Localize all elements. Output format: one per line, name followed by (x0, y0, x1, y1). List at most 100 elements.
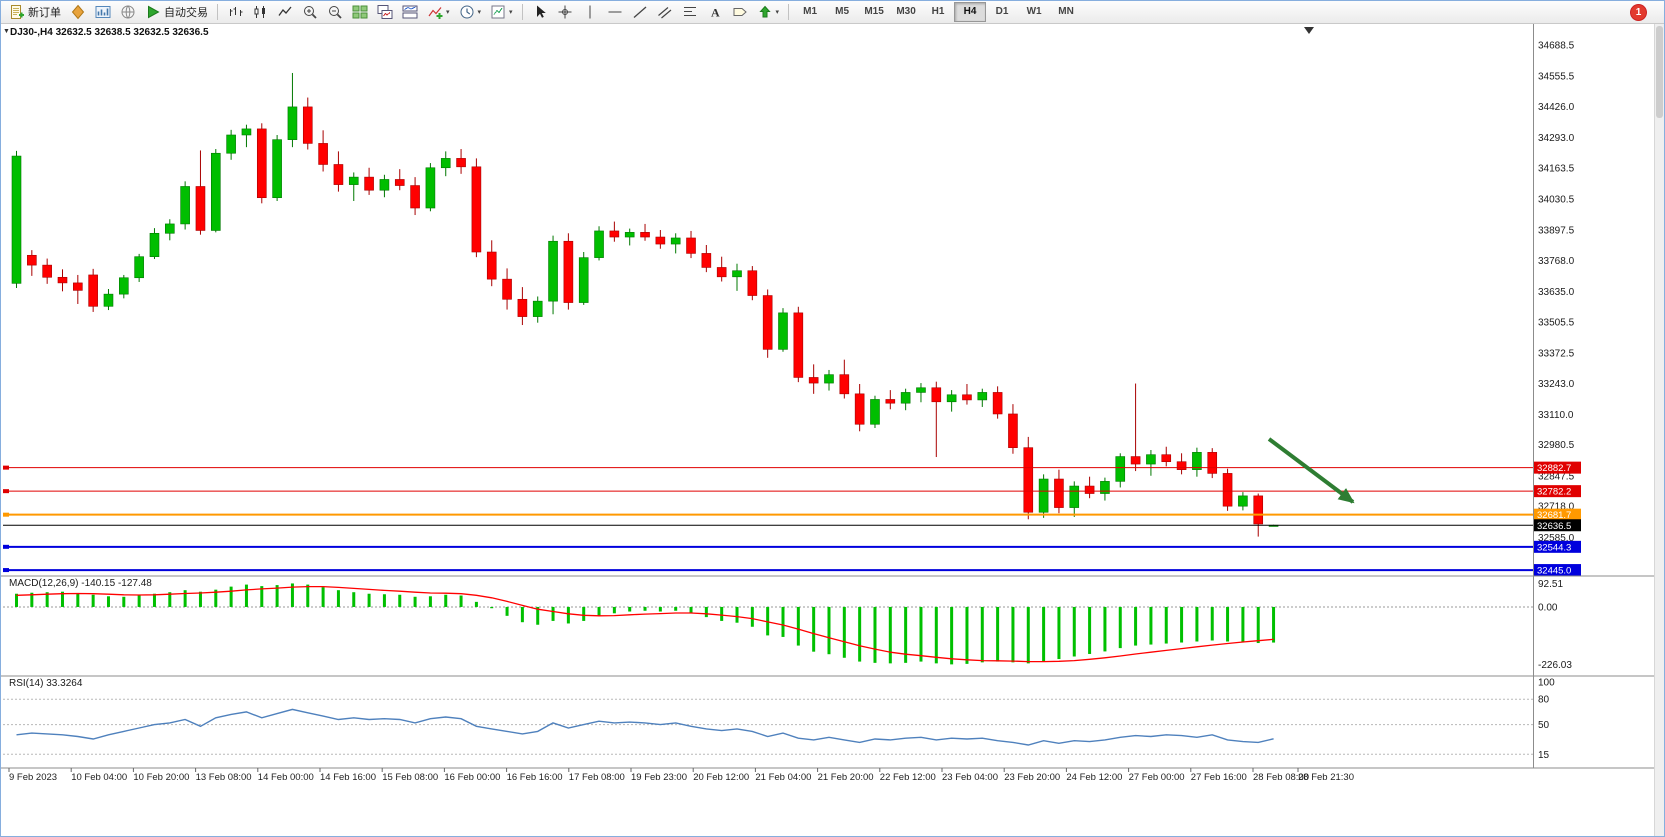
candlestick-chart-icon (254, 6, 265, 18)
scrollbar-thumb[interactable] (1656, 26, 1663, 118)
price-axis: 34688.5 34555.5 34426.0 34293.0 34163.5 34030… (1538, 41, 1575, 544)
channel-icon (657, 7, 671, 19)
svg-text:-226.03: -226.03 (1538, 660, 1572, 671)
chart-profile-button[interactable] (91, 2, 115, 23)
periods-button[interactable]: ▾ (455, 2, 486, 23)
arrows-button[interactable]: ▾ (753, 2, 784, 23)
community-icon (121, 5, 135, 19)
fibonacci-icon (683, 7, 696, 16)
candlestick-series (11, 72, 1279, 537)
chart-title: DJ30-,H4 32632.5 32638.5 32632.5 32636.5 (10, 27, 209, 38)
svg-text:14 Feb 00:00: 14 Feb 00:00 (258, 772, 314, 783)
macd-main-value: -140.15 (81, 578, 116, 589)
indicators-icon (428, 7, 443, 19)
svg-text:20 Feb 12:00: 20 Feb 12:00 (693, 772, 749, 783)
tile-windows-button[interactable] (348, 2, 372, 23)
svg-text:33505.5: 33505.5 (1538, 317, 1575, 328)
chevron-down-icon: ▾ (446, 9, 450, 16)
arrange-windows-button[interactable] (398, 2, 422, 23)
line-chart-button[interactable] (273, 2, 297, 23)
svg-text:33635.0: 33635.0 (1538, 287, 1575, 298)
chevron-down-icon: ▾ (477, 9, 482, 16)
timeframe-group: M1 M5 M15 M30 H1 H4 D1 W1 MN (794, 2, 1082, 22)
zoom-out-button[interactable] (323, 2, 347, 23)
toolbar-separator (788, 4, 790, 20)
mql-market-icon (71, 4, 85, 20)
time-axis: 9 Feb 2023 10 Feb 04:00 10 Feb 20:00 13 Feb… (8, 768, 1354, 783)
svg-text:15: 15 (1538, 750, 1550, 761)
bar-chart-button[interactable] (223, 2, 247, 23)
timeframe-mn-button[interactable]: MN (1058, 6, 1074, 17)
svg-text:32544.3: 32544.3 (1537, 542, 1571, 553)
chart-shift-marker[interactable] (1304, 27, 1314, 34)
timeframe-m30-button[interactable]: M30 (896, 6, 916, 17)
vertical-scrollbar[interactable] (1654, 24, 1664, 836)
chart-profile-icon (95, 6, 111, 18)
svg-text:15 Feb 08:00: 15 Feb 08:00 (382, 772, 438, 783)
svg-text:34426.0: 34426.0 (1538, 102, 1575, 113)
svg-text:80: 80 (1538, 695, 1550, 706)
timeframe-h1-button[interactable]: H1 (931, 6, 945, 17)
mql-market-button[interactable] (66, 2, 90, 23)
svg-text:27 Feb 00:00: 27 Feb 00:00 (1129, 772, 1185, 783)
notification-badge[interactable]: 1 (1631, 4, 1646, 20)
panel-separators (1, 24, 1657, 769)
svg-text:32681.7: 32681.7 (1537, 510, 1571, 521)
svg-text:21 Feb 04:00: 21 Feb 04:00 (755, 772, 811, 783)
svg-text:23 Feb 04:00: 23 Feb 04:00 (942, 772, 998, 783)
svg-text:33243.0: 33243.0 (1538, 379, 1575, 390)
svg-text:0.00: 0.00 (1538, 602, 1558, 613)
community-button[interactable] (116, 2, 140, 23)
timeframe-w1-button[interactable]: W1 (1026, 6, 1042, 17)
timeframe-m1-button[interactable]: M1 (803, 6, 818, 17)
svg-text:32847.5: 32847.5 (1538, 471, 1575, 482)
channel-button[interactable] (653, 2, 677, 23)
svg-text:16 Feb 00:00: 16 Feb 00:00 (444, 772, 500, 783)
trend-arrow-annotation[interactable] (1267, 437, 1355, 504)
templates-button[interactable]: ▾ (486, 2, 517, 23)
macd-signal-value: -127.48 (117, 578, 152, 589)
horizontal-line-button[interactable] (603, 2, 627, 23)
cascade-windows-button[interactable] (373, 2, 397, 23)
autotrade-play-icon (148, 5, 160, 19)
arrange-windows-icon (402, 5, 418, 19)
chevron-down-icon: ▾ (775, 9, 780, 16)
label-button[interactable] (728, 2, 752, 23)
timeframe-m5-button[interactable]: M5 (835, 6, 850, 17)
timeframe-h4-button[interactable]: H4 (954, 2, 987, 22)
svg-text:28 Feb 21:30: 28 Feb 21:30 (1298, 772, 1354, 783)
rsi-panel: 100 80 50 15 (3, 678, 1555, 761)
zoom-in-button[interactable] (298, 2, 322, 23)
candlestick-chart-button[interactable] (248, 2, 272, 23)
svg-text:32882.7: 32882.7 (1537, 463, 1571, 474)
arrows-icon (758, 5, 771, 18)
horizontal-line-icon (608, 11, 622, 13)
fibonacci-button[interactable] (678, 2, 702, 23)
svg-text:13 Feb 08:00: 13 Feb 08:00 (196, 772, 252, 783)
collapse-icon[interactable]: ▼ (3, 28, 10, 35)
svg-text:A: A (711, 6, 720, 20)
vertical-line-button[interactable] (578, 2, 602, 23)
trendline-button[interactable] (628, 2, 652, 23)
svg-text:16 Feb 16:00: 16 Feb 16:00 (507, 772, 563, 783)
timeframe-m15-button[interactable]: M15 (864, 6, 884, 17)
macd-indicator-label: MACD(12,26,9) -140.15 -127.48 (9, 578, 152, 589)
svg-text:17 Feb 08:00: 17 Feb 08:00 (569, 772, 625, 783)
svg-text:10 Feb 20:00: 10 Feb 20:00 (133, 772, 189, 783)
svg-text:33768.0: 33768.0 (1538, 256, 1575, 267)
svg-text:23 Feb 20:00: 23 Feb 20:00 (1004, 772, 1060, 783)
indicators-button[interactable]: ▾ (423, 2, 454, 23)
crosshair-icon (558, 5, 572, 19)
timeframe-d1-button[interactable]: D1 (995, 6, 1009, 17)
text-icon: A (711, 6, 720, 20)
crosshair-button[interactable] (553, 2, 577, 23)
auto-trading-button[interactable]: 自动交易 (141, 2, 212, 23)
text-button[interactable]: A (703, 2, 727, 23)
svg-text:50: 50 (1538, 720, 1550, 731)
cursor-button[interactable] (528, 2, 552, 23)
new-order-button[interactable]: 新订单 (5, 2, 65, 23)
label-icon (733, 8, 747, 16)
svg-text:21 Feb 20:00: 21 Feb 20:00 (818, 772, 874, 783)
svg-text:14 Feb 16:00: 14 Feb 16:00 (320, 772, 376, 783)
